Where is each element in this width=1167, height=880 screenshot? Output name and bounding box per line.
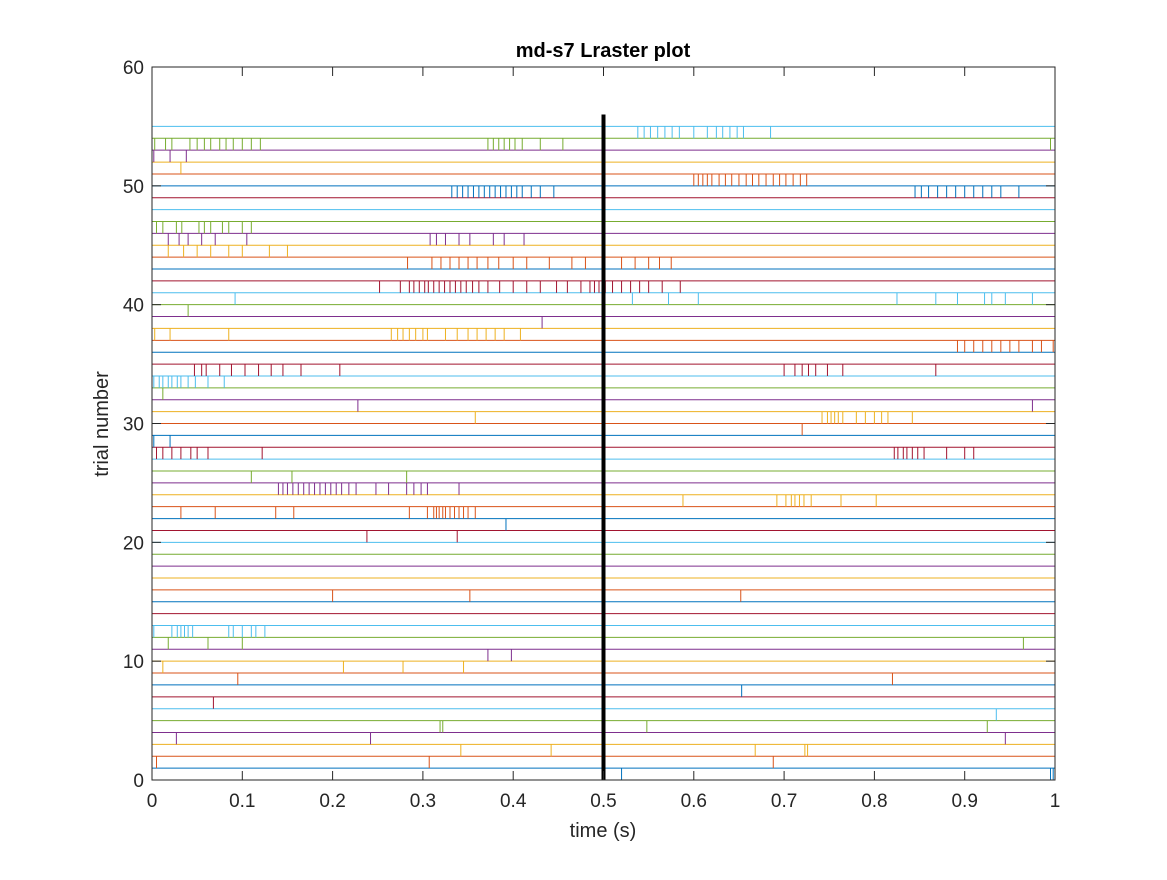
y-tick-label: 20 [123, 533, 144, 554]
y-tick-label: 0 [133, 771, 144, 792]
y-axis-title: trial number [91, 371, 113, 477]
x-tick-label: 0.9 [951, 791, 977, 812]
x-tick-label: 0.1 [229, 791, 255, 812]
chart-title: md-s7 Lraster plot [516, 40, 691, 62]
x-tick-label: 0.3 [410, 791, 436, 812]
x-tick-label: 0.2 [319, 791, 345, 812]
y-tick-label: 10 [123, 652, 144, 673]
x-tick-label: 0.8 [861, 791, 887, 812]
x-tick-label: 0.6 [681, 791, 707, 812]
x-tick-label: 0.4 [500, 791, 527, 812]
y-tick-label: 60 [123, 58, 144, 79]
x-tick-label: 0 [147, 791, 158, 812]
y-tick-label: 50 [123, 177, 144, 198]
y-axis: 0 10 20 30 40 50 60 [123, 58, 1055, 792]
x-axis: 0 0.1 0.2 0.3 0.4 0.5 0.6 0.7 0.8 0.9 1 [147, 67, 1061, 812]
x-tick-label: 0.5 [590, 791, 616, 812]
x-tick-label: 1 [1050, 791, 1061, 812]
x-tick-label: 0.7 [771, 791, 797, 812]
x-axis-title: time (s) [570, 820, 637, 842]
y-tick-label: 40 [123, 296, 144, 317]
spike-marks [153, 126, 1054, 780]
y-tick-label: 30 [123, 415, 144, 436]
